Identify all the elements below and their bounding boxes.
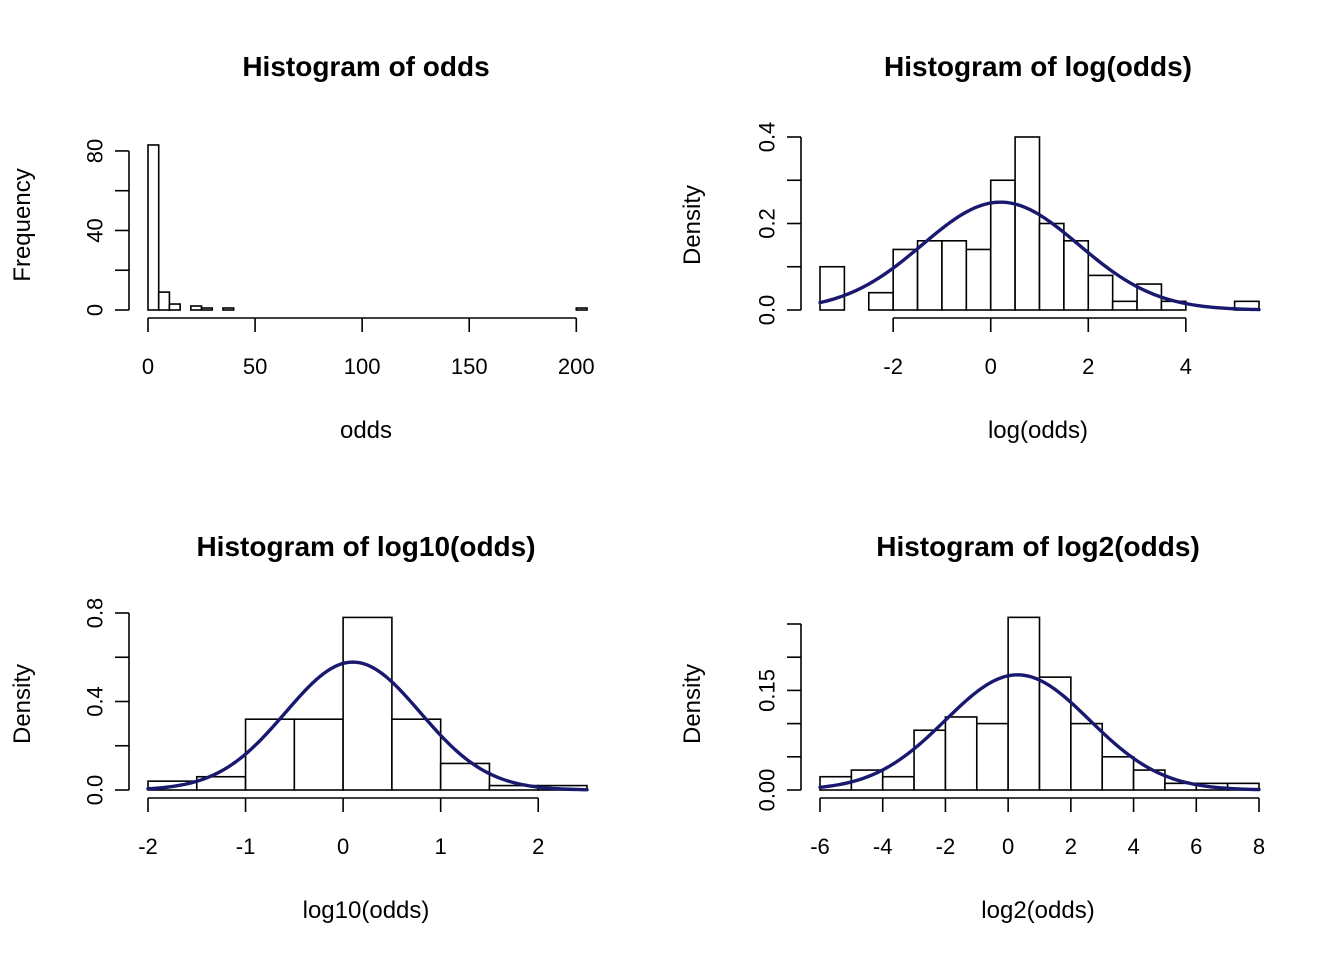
histogram-bar bbox=[575, 307, 588, 311]
x-tick-label: 2 bbox=[1082, 354, 1094, 379]
histogram-bar bbox=[168, 303, 181, 311]
x-tick-label: -4 bbox=[873, 834, 893, 859]
y-tick-label: 0.4 bbox=[755, 122, 780, 153]
normal-density-curve bbox=[146, 660, 589, 792]
histogram-bar bbox=[157, 291, 171, 311]
x-tick-label: 2 bbox=[1065, 834, 1077, 859]
y-axis-label: Density bbox=[679, 185, 706, 265]
y-tick-label: 40 bbox=[83, 218, 108, 242]
x-tick-label: 100 bbox=[344, 354, 381, 379]
chart-title: Histogram of odds bbox=[242, 51, 489, 82]
x-tick-label: 4 bbox=[1127, 834, 1139, 859]
x-axis-label: log2(odds) bbox=[981, 897, 1094, 924]
y-tick-label: 0.2 bbox=[755, 208, 780, 239]
histogram-bar bbox=[1101, 755, 1135, 791]
panel-odds-histogram: Histogram of odds odds Frequency 0 50 100 1… bbox=[9, 51, 595, 444]
chart-title: Histogram of log2(odds) bbox=[876, 531, 1200, 562]
x-tick-label: 0 bbox=[337, 834, 349, 859]
x-tick-label: -2 bbox=[936, 834, 956, 859]
y-tick-label: 0.8 bbox=[83, 598, 108, 629]
histogram-bar bbox=[1014, 136, 1041, 311]
x-axis-label: log(odds) bbox=[988, 417, 1088, 444]
histogram-bar bbox=[913, 729, 947, 791]
x-tick-label: 150 bbox=[451, 354, 488, 379]
histogram-bar bbox=[944, 716, 978, 791]
y-axis-label: Frequency bbox=[9, 168, 36, 281]
panel-log2-odds-histogram: Histogram of log2(odds) log2(odds) Densi… bbox=[679, 531, 1265, 924]
histogram-bar bbox=[881, 775, 915, 791]
histogram-bar bbox=[1038, 222, 1065, 311]
x-tick-label: -2 bbox=[138, 834, 158, 859]
x-tick-label: 50 bbox=[243, 354, 267, 379]
histogram-bar bbox=[1111, 300, 1138, 311]
y-axis-label: Density bbox=[9, 664, 36, 744]
normal-density-curve bbox=[818, 200, 1261, 312]
chart-title: Histogram of log(odds) bbox=[884, 51, 1192, 82]
histogram-bar bbox=[190, 305, 203, 311]
panel-log-odds-histogram: Histogram of log(odds) log(odds) Density… bbox=[679, 51, 1261, 444]
histogram-bar bbox=[439, 762, 491, 791]
histogram-bar bbox=[916, 240, 943, 311]
x-tick-label: 0 bbox=[142, 354, 154, 379]
x-axis-label: log10(odds) bbox=[303, 897, 430, 924]
histogram-bar bbox=[293, 718, 344, 791]
histogram-bar bbox=[200, 307, 214, 311]
y-tick-label: 0.15 bbox=[755, 669, 780, 712]
x-axis-label: odds bbox=[340, 417, 392, 444]
x-tick-label: 0 bbox=[1002, 834, 1014, 859]
x-tick-label: 4 bbox=[1180, 354, 1192, 379]
histogram-bar bbox=[819, 265, 846, 311]
y-tick-label: 0 bbox=[83, 304, 108, 316]
histogram-bar bbox=[1070, 722, 1104, 791]
x-tick-label: 8 bbox=[1253, 834, 1265, 859]
histogram-bar bbox=[1038, 676, 1072, 791]
y-axis-label: Density bbox=[679, 664, 706, 744]
histogram-bar bbox=[1007, 616, 1041, 791]
histogram-bar bbox=[342, 616, 393, 791]
chart-title: Histogram of log10(odds) bbox=[196, 531, 535, 562]
x-tick-label: -6 bbox=[810, 834, 830, 859]
histogram-bar bbox=[147, 144, 160, 311]
x-tick-label: 200 bbox=[558, 354, 595, 379]
x-tick-label: 1 bbox=[435, 834, 447, 859]
x-tick-label: 2 bbox=[532, 834, 544, 859]
histogram-bar bbox=[941, 240, 968, 311]
y-tick-label: 0.00 bbox=[755, 769, 780, 812]
x-tick-label: -2 bbox=[883, 354, 903, 379]
histogram-bar bbox=[391, 718, 442, 791]
panel-log10-odds-histogram: Histogram of log10(odds) log10(odds) Den… bbox=[9, 531, 589, 924]
y-tick-label: 0.4 bbox=[83, 686, 108, 717]
x-tick-label: 6 bbox=[1190, 834, 1202, 859]
histogram-bar bbox=[975, 722, 1009, 791]
y-tick-label: 80 bbox=[83, 139, 108, 163]
x-tick-label: -1 bbox=[236, 834, 256, 859]
histogram-bar bbox=[867, 291, 894, 311]
histogram-bar bbox=[1087, 274, 1114, 311]
normal-density-curve bbox=[818, 673, 1261, 792]
y-tick-label: 0.0 bbox=[755, 295, 780, 326]
y-tick-label: 0.0 bbox=[83, 775, 108, 806]
histogram-bar bbox=[989, 179, 1016, 311]
x-tick-label: 0 bbox=[985, 354, 997, 379]
histogram-bar bbox=[222, 307, 235, 311]
histogram-bar bbox=[965, 248, 992, 311]
